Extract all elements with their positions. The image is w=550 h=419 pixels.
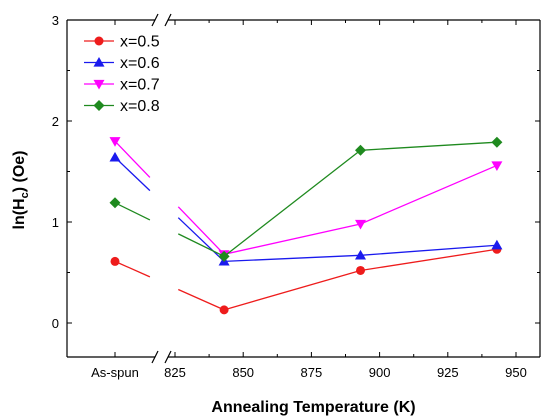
legend-marker-x-0-6 [93, 57, 105, 67]
data-point-x-0-5 [356, 265, 366, 275]
y-tick-label: 1 [52, 215, 59, 230]
data-point-x-0-7 [109, 137, 121, 147]
data-point-x-0-7 [491, 161, 503, 171]
series-line-x-0-6 [224, 254, 361, 263]
series-line-x-0-7 [223, 223, 361, 255]
series-line-x-0-6 [177, 217, 225, 262]
series-line-x-0-7 [177, 206, 225, 255]
series-line-x-0-6 [360, 244, 497, 256]
data-point-x-0-6 [491, 239, 503, 250]
data-point-x-0-8 [355, 144, 367, 156]
series-line-x-0-5 [223, 269, 361, 311]
x-tick-label: 850 [232, 365, 254, 380]
legend-label-x-0-5: x=0.5 [120, 34, 160, 51]
x-tick-label: As-spun [91, 365, 139, 380]
series-line-x-0-5 [178, 288, 225, 311]
data-point-x-0-6 [109, 151, 121, 162]
axis-break-mark [151, 13, 159, 27]
y-tick-label: 0 [52, 316, 59, 331]
x-tick-label: 825 [164, 365, 186, 380]
legend-marker-x-0-5 [94, 36, 104, 46]
data-point-x-0-8 [218, 250, 230, 262]
data-point-x-0-5 [110, 256, 120, 266]
data-point-x-0-6 [355, 249, 367, 260]
legend-label-x-0-8: x=0.8 [120, 98, 160, 115]
legend-marker-x-0-7 [93, 79, 105, 90]
y-tick-label: 2 [52, 114, 59, 129]
series-line-x-0-7 [114, 140, 151, 178]
y-axis-title: ln(Hc) (Oe) [11, 150, 31, 229]
legend-label-x-0-7: x=0.7 [120, 77, 160, 94]
data-point-x-0-8 [491, 136, 503, 148]
axis-break-mark [164, 13, 172, 27]
series-line-x-0-5 [360, 248, 498, 272]
series-line-x-0-8 [114, 202, 151, 221]
series-line-x-0-6 [114, 156, 151, 192]
data-point-x-0-8 [109, 197, 121, 209]
data-point-x-0-5 [219, 305, 229, 315]
legend-label-x-0-6: x=0.6 [120, 55, 160, 72]
x-tick-label: 900 [369, 365, 391, 380]
x-tick-label: 925 [437, 365, 459, 380]
series-line-x-0-5 [114, 260, 151, 278]
y-tick-label: 3 [52, 13, 59, 28]
series-line-x-0-8 [223, 149, 361, 257]
series-line-x-0-7 [360, 164, 498, 225]
data-point-x-0-7 [355, 219, 367, 230]
x-tick-label: 950 [505, 365, 527, 380]
series-line-x-0-8 [360, 141, 497, 151]
x-axis-title: Annealing Temperature (K) [211, 399, 415, 416]
series-line-x-0-8 [177, 233, 225, 257]
axis-break-mark [151, 350, 159, 364]
legend-marker-x-0-8 [93, 100, 105, 111]
axis-break-mark [164, 350, 172, 364]
x-tick-label: 875 [301, 365, 323, 380]
